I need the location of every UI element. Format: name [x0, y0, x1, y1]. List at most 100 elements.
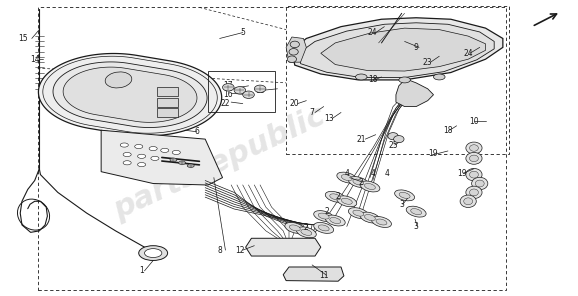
FancyBboxPatch shape	[381, 38, 388, 44]
FancyBboxPatch shape	[157, 108, 178, 117]
Text: 16: 16	[224, 90, 233, 99]
Circle shape	[120, 143, 128, 147]
Text: 14: 14	[30, 55, 39, 64]
Circle shape	[399, 77, 410, 83]
FancyBboxPatch shape	[431, 43, 438, 48]
Text: 25: 25	[388, 141, 398, 149]
Ellipse shape	[466, 168, 482, 181]
Text: 503: 503	[407, 31, 425, 40]
Ellipse shape	[406, 206, 426, 217]
Bar	[286, 6, 509, 154]
Ellipse shape	[285, 223, 305, 233]
Ellipse shape	[360, 181, 380, 192]
Text: partsrepublic: partsrepublic	[109, 101, 330, 225]
Text: 21: 21	[357, 135, 366, 144]
Ellipse shape	[289, 49, 298, 55]
Text: 3: 3	[399, 200, 404, 209]
Polygon shape	[246, 238, 321, 256]
Text: 19: 19	[458, 169, 467, 178]
FancyBboxPatch shape	[444, 38, 451, 44]
Ellipse shape	[388, 133, 398, 140]
FancyBboxPatch shape	[157, 98, 178, 107]
Ellipse shape	[337, 172, 357, 183]
Ellipse shape	[469, 171, 479, 178]
Ellipse shape	[342, 175, 352, 181]
FancyBboxPatch shape	[394, 23, 401, 28]
Polygon shape	[43, 56, 217, 133]
Text: 20: 20	[290, 99, 299, 108]
Text: 5: 5	[240, 28, 245, 37]
Polygon shape	[286, 37, 306, 62]
Ellipse shape	[365, 215, 375, 221]
Ellipse shape	[399, 192, 410, 198]
Text: 2: 2	[336, 192, 340, 201]
Polygon shape	[53, 62, 207, 128]
Text: 4: 4	[385, 169, 390, 178]
Ellipse shape	[466, 152, 482, 164]
Ellipse shape	[243, 91, 254, 98]
Ellipse shape	[353, 210, 364, 216]
FancyBboxPatch shape	[449, 33, 456, 38]
Ellipse shape	[469, 189, 479, 196]
Text: 7: 7	[310, 108, 314, 117]
Bar	[38, 7, 506, 290]
FancyBboxPatch shape	[413, 44, 420, 49]
Ellipse shape	[360, 212, 380, 223]
Circle shape	[144, 249, 162, 258]
Text: 1: 1	[139, 266, 144, 275]
FancyBboxPatch shape	[157, 87, 178, 96]
Ellipse shape	[297, 227, 316, 238]
Circle shape	[161, 148, 169, 152]
Circle shape	[123, 161, 131, 165]
FancyBboxPatch shape	[431, 23, 438, 28]
Circle shape	[384, 19, 448, 52]
Ellipse shape	[254, 85, 266, 93]
Ellipse shape	[337, 196, 357, 207]
Text: 2: 2	[304, 223, 309, 232]
Polygon shape	[63, 67, 197, 122]
Text: 18: 18	[443, 126, 453, 135]
Ellipse shape	[466, 186, 482, 199]
Polygon shape	[38, 54, 222, 136]
FancyBboxPatch shape	[413, 22, 420, 27]
Ellipse shape	[395, 190, 414, 201]
Ellipse shape	[314, 223, 334, 233]
Circle shape	[149, 147, 157, 151]
Text: 12: 12	[235, 246, 244, 255]
Text: 17: 17	[224, 81, 233, 90]
Circle shape	[355, 74, 367, 80]
Ellipse shape	[318, 225, 329, 231]
FancyBboxPatch shape	[381, 27, 388, 33]
Text: 4: 4	[344, 169, 349, 178]
Circle shape	[187, 164, 194, 168]
Ellipse shape	[469, 155, 479, 162]
Text: 18: 18	[255, 86, 265, 95]
Circle shape	[434, 74, 445, 80]
Ellipse shape	[464, 198, 473, 205]
FancyBboxPatch shape	[394, 43, 401, 48]
Circle shape	[151, 156, 159, 160]
FancyBboxPatch shape	[376, 33, 383, 38]
Ellipse shape	[376, 219, 387, 225]
Ellipse shape	[472, 177, 488, 190]
Text: 3: 3	[414, 222, 418, 231]
Bar	[208, 71, 275, 112]
Text: 4: 4	[370, 169, 375, 178]
Ellipse shape	[330, 218, 340, 223]
Circle shape	[138, 163, 146, 167]
Ellipse shape	[301, 229, 312, 235]
Text: 6: 6	[194, 127, 199, 136]
Ellipse shape	[325, 215, 345, 226]
Text: 24: 24	[368, 28, 377, 37]
Ellipse shape	[349, 208, 368, 218]
Text: 19: 19	[429, 149, 438, 158]
Circle shape	[135, 144, 143, 149]
Circle shape	[139, 246, 168, 260]
Polygon shape	[283, 267, 344, 281]
Ellipse shape	[234, 87, 246, 94]
Text: 13: 13	[325, 114, 334, 123]
Ellipse shape	[466, 142, 482, 154]
Text: 15: 15	[18, 34, 28, 43]
Text: 10: 10	[469, 117, 479, 126]
Text: 23: 23	[423, 58, 432, 67]
